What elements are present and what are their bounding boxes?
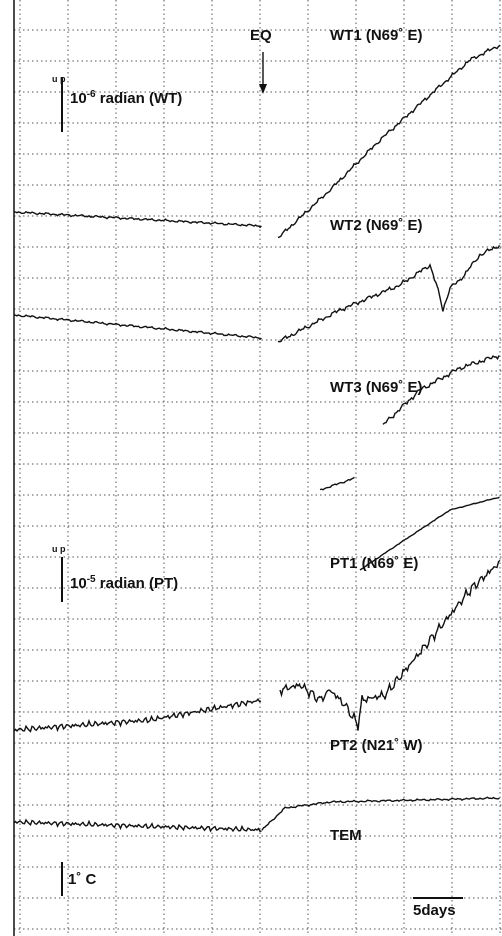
- trace-label: WT3 (N69˚ E): [330, 379, 423, 396]
- time-scale-label: 5days: [413, 902, 456, 919]
- grid: [14, 0, 502, 936]
- trace: [279, 559, 501, 731]
- temp-scale-label: 1˚ C: [68, 871, 97, 888]
- trace: [319, 476, 355, 491]
- trace: [277, 44, 501, 239]
- scale-rest: radian (WT): [96, 90, 183, 107]
- trace: [13, 210, 262, 229]
- up-label: u p: [52, 74, 66, 84]
- trace: [382, 355, 500, 425]
- traces: [13, 44, 501, 833]
- scale-base: 10: [70, 575, 87, 592]
- trace-label: PT1 (N69˚ E): [330, 555, 418, 572]
- trace: [13, 314, 262, 341]
- scale-rest: radian (PT): [96, 575, 179, 592]
- scale-base: 10: [70, 90, 87, 107]
- trace-label: TEM: [330, 827, 362, 844]
- trace-label: PT2 (N21˚ W): [330, 737, 423, 754]
- trace-label: WT2 (N69˚ E): [330, 217, 423, 234]
- scale-exp: -5: [87, 574, 96, 585]
- scale-label: 10-6 radian (WT): [70, 89, 182, 107]
- trace: [13, 698, 262, 733]
- trace-label: WT1 (N69˚ E): [330, 27, 423, 44]
- eq-arrowhead: [259, 84, 267, 94]
- trace: [277, 245, 501, 343]
- trace: [359, 496, 500, 571]
- scale-exp: -6: [87, 89, 96, 100]
- trace: [261, 796, 500, 831]
- trace: [13, 818, 262, 833]
- scale-label: 10-5 radian (PT): [70, 574, 178, 592]
- eq-label: EQ: [250, 27, 272, 44]
- up-label: u p: [52, 544, 66, 554]
